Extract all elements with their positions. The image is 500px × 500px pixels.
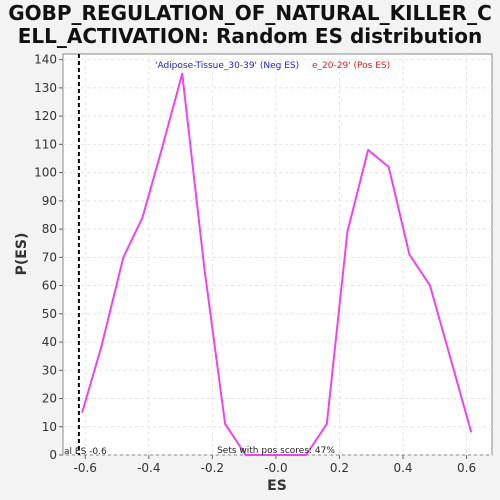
y-tick-label: 20 — [42, 392, 57, 406]
x-tick-label: -0.2 — [201, 461, 224, 475]
y-tick-label: 100 — [34, 166, 57, 180]
y-tick-label: 30 — [42, 363, 57, 377]
pos-scores-label: Sets with pos scores: 47% — [217, 446, 335, 456]
x-axis: -0.6 -0.4 -0.2 -0.0 0.2 0.4 0.6 — [74, 455, 476, 475]
y-tick-label: 10 — [42, 420, 57, 434]
es-distribution-line — [81, 72, 473, 456]
y-tick-label: 130 — [34, 81, 57, 95]
series-group — [81, 72, 473, 456]
neg-es-label: 'Adipose-Tissue_30-39' (Neg ES) — [155, 61, 299, 71]
y-tick-label: 110 — [34, 137, 57, 151]
y-tick-label: 120 — [34, 109, 57, 123]
y-tick-label: 140 — [34, 53, 57, 67]
plot-area — [62, 53, 493, 456]
chart-title-line-2: ELL_ACTIVATION: Random ES distribution — [18, 24, 483, 48]
x-tick-label: -0.4 — [137, 461, 160, 475]
y-tick-label: 40 — [42, 335, 57, 349]
chart-title-line-1: GOBP_REGULATION_OF_NATURAL_KILLER_C — [8, 1, 492, 25]
y-axis: 0 10 20 30 40 50 60 70 80 90 100 110 120 130 140 — [34, 53, 63, 462]
x-tick-label: 0.2 — [330, 461, 349, 475]
x-tick-label: 0.4 — [393, 461, 412, 475]
actual-es-label: al ES -0.6 — [64, 447, 107, 457]
x-axis-label: ES — [267, 478, 287, 494]
reference-line-group: al ES -0.6 — [64, 54, 107, 457]
y-tick-label: 50 — [42, 307, 57, 321]
y-tick-label: 0 — [49, 448, 57, 462]
y-tick-label: 60 — [42, 279, 57, 293]
pos-es-label: e_20-29' (Pos ES) — [312, 61, 390, 71]
x-tick-label: -0.6 — [74, 461, 97, 475]
y-tick-label: 90 — [42, 194, 57, 208]
grid — [63, 54, 492, 456]
x-tick-label: -0.0 — [264, 461, 287, 475]
y-tick-label: 70 — [42, 250, 57, 264]
y-tick-label: 80 — [42, 222, 57, 236]
x-tick-label: 0.6 — [457, 461, 476, 475]
y-axis-label: P(ES) — [14, 233, 30, 276]
